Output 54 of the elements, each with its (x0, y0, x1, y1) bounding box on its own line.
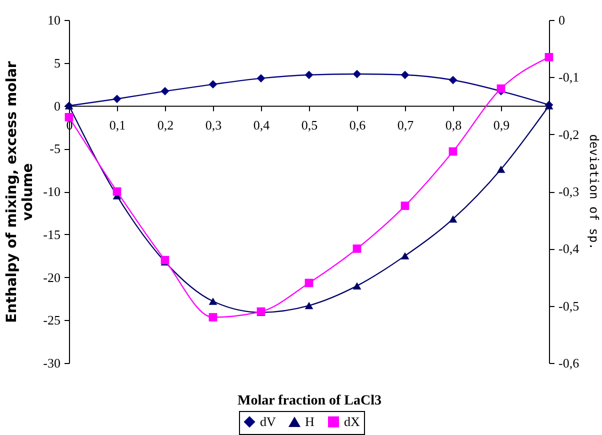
x-tick-label: 0,2 (157, 117, 174, 132)
legend-label: dV (260, 414, 276, 429)
legend-label: dX (344, 414, 360, 429)
y-tick-label: 0 (54, 98, 60, 114)
point (400, 252, 410, 260)
y2-tick-label: -0,2 (558, 126, 580, 142)
y2-tick-label: -0,1 (558, 70, 580, 85)
point (448, 147, 458, 156)
y2-axis-title: deviation of sp. (587, 134, 602, 250)
point (112, 187, 122, 196)
x-tick-label: 0,1 (109, 117, 126, 132)
point (352, 244, 362, 253)
point (304, 70, 314, 80)
y2-tick-label: -0,4 (558, 241, 580, 256)
point (208, 298, 218, 305)
point (112, 94, 122, 104)
y2-tick-label: -0,6 (558, 356, 580, 370)
point (400, 70, 410, 80)
point (304, 278, 314, 288)
x-tick-label: 0,3 (205, 117, 222, 132)
point (160, 256, 170, 264)
x-tick-label: 0,9 (493, 117, 510, 132)
y2-tick-label: -0,3 (558, 184, 580, 199)
legend-label: H (305, 414, 314, 430)
point (160, 86, 170, 96)
y-tick-label: -25 (43, 312, 60, 328)
y-tick-label: 5 (54, 55, 60, 70)
x-tick-label: 0,8 (445, 117, 462, 132)
y-tick-label: -5 (50, 141, 60, 156)
y-axis-title: Enthalpy of mixing, excess molar volume (4, 61, 36, 323)
point (448, 76, 458, 84)
y2-tick-label: 0 (558, 12, 565, 28)
point (208, 80, 218, 88)
point (400, 202, 410, 210)
point (496, 84, 506, 93)
x-axis-title: Molar fraction of LaCl3 (238, 394, 382, 408)
point (448, 215, 458, 223)
y-tick-label: -10 (43, 184, 60, 199)
y2-tick-label: -0,5 (558, 298, 580, 314)
x-tick-label: 0,4 (253, 117, 270, 132)
point (352, 70, 362, 78)
x-tick-label: 0,6 (349, 117, 366, 132)
x-tick-label: 0,5 (301, 117, 318, 132)
y-tick-label: -15 (43, 226, 60, 242)
point (352, 282, 362, 290)
point (496, 166, 506, 173)
point (208, 313, 218, 322)
y-tick-label: -30 (43, 356, 60, 370)
point (544, 52, 554, 62)
y-tick-label: 10 (48, 12, 60, 28)
point (256, 74, 266, 82)
x-tick-label: 0,7 (397, 117, 414, 132)
point (304, 302, 314, 310)
y-tick-label: -20 (43, 270, 60, 285)
